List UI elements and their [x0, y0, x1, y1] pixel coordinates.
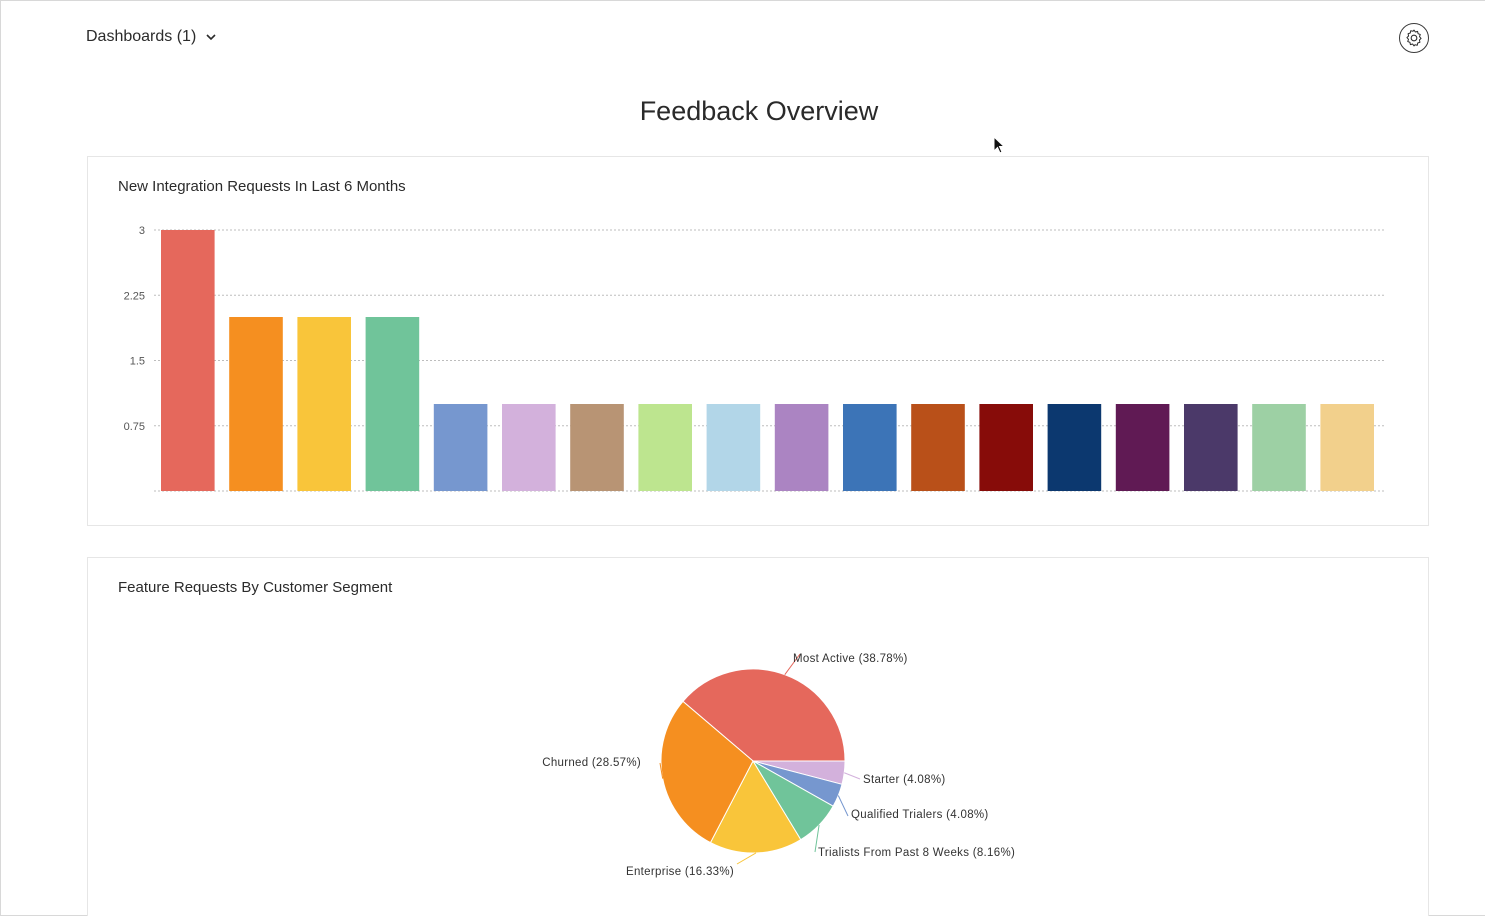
pie-chart-title: Feature Requests By Customer Segment [118, 579, 393, 596]
y-tick-label: 0.75 [124, 421, 145, 433]
bar[interactable] [638, 404, 692, 491]
settings-button[interactable] [1399, 23, 1429, 53]
chevron-down-icon [206, 34, 216, 41]
pie-chart: Most Active (38.78%) Starter (4.08%) Quali… [542, 653, 1015, 878]
mouse-cursor-icon [993, 136, 1006, 154]
pie-slice-label: Trialists From Past 8 Weeks (8.16%) [818, 847, 1015, 859]
gear-icon [1406, 29, 1422, 47]
dashboards-dropdown-label: Dashboards (1) [86, 28, 197, 45]
y-tick-label: 1.5 [130, 356, 145, 368]
pie-leader-line [844, 772, 861, 780]
bar[interactable] [502, 404, 556, 491]
bar[interactable] [1184, 404, 1238, 491]
pie-slice-label: Starter (4.08%) [863, 774, 945, 786]
bar[interactable] [1320, 404, 1374, 491]
pie-slice-label: Enterprise (16.33%) [626, 866, 734, 878]
bar[interactable] [161, 230, 215, 491]
bar[interactable] [1047, 404, 1102, 491]
bar[interactable] [706, 404, 761, 491]
bar[interactable] [1252, 404, 1306, 491]
bar-chart: 0.75 1.5 2.25 3 [124, 225, 1384, 492]
pie-leader-line [814, 824, 820, 853]
bar[interactable] [229, 317, 283, 491]
pie-slice-label: Qualified Trialers (4.08%) [851, 809, 989, 821]
pie-leader-line [784, 653, 801, 675]
bar-chart-title: New Integration Requests In Last 6 Month… [118, 178, 406, 195]
pie-slice[interactable] [682, 668, 846, 762]
bar[interactable] [365, 317, 420, 491]
bar[interactable] [774, 404, 829, 491]
pie-leader-line [659, 762, 664, 779]
page-title: Feedback Overview [639, 96, 879, 126]
pie-slice-label: Churned (28.57%) [542, 757, 641, 769]
bar-chart-card: New Integration Requests In Last 6 Month… [87, 156, 1429, 526]
bar[interactable] [1115, 404, 1170, 491]
pie-chart-card: Feature Requests By Customer Segment Mos… [87, 557, 1429, 916]
y-tick-label: 2.25 [124, 290, 145, 302]
pie-leader-line [736, 852, 757, 865]
pie-leader-line [837, 795, 849, 817]
y-tick-label: 3 [139, 225, 145, 237]
bar[interactable] [843, 404, 897, 491]
bar[interactable] [979, 404, 1033, 491]
bar[interactable] [570, 404, 624, 491]
bar[interactable] [433, 404, 488, 491]
bar[interactable] [911, 404, 965, 491]
pie-slice-label: Most Active (38.78%) [793, 653, 908, 665]
dashboards-dropdown[interactable]: Dashboards (1) [86, 28, 218, 46]
bar[interactable] [297, 317, 351, 491]
